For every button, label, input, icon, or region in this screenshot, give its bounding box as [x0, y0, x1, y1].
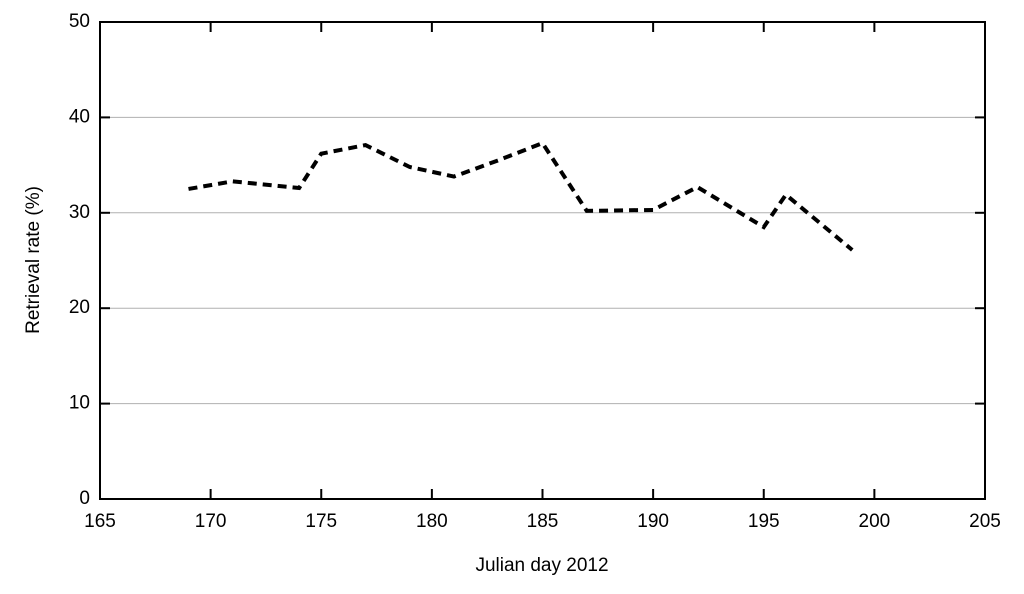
plot-frame: [99, 21, 986, 500]
data-line: [188, 140, 854, 252]
y-tick-label: 0: [79, 488, 90, 509]
x-tick-label: 205: [969, 511, 1001, 532]
y-tick-label: 20: [69, 297, 90, 318]
y-tick-label: 30: [69, 202, 90, 223]
x-tick-label: 165: [84, 511, 116, 532]
y-tick-label: 50: [69, 11, 90, 32]
x-tick-label: 180: [416, 511, 448, 532]
x-tick-label: 195: [748, 511, 780, 532]
x-tick-label: 185: [527, 511, 559, 532]
y-tick-label: 40: [69, 106, 90, 127]
x-tick-label: 170: [195, 511, 227, 532]
y-tick-label: 10: [69, 393, 90, 414]
x-tick-label: 190: [637, 511, 669, 532]
x-axis-label: Julian day 2012: [475, 555, 608, 576]
x-tick-label: 200: [859, 511, 891, 532]
x-tick-label: 175: [305, 511, 337, 532]
y-axis-label: Retrieval rate (%): [23, 186, 44, 334]
